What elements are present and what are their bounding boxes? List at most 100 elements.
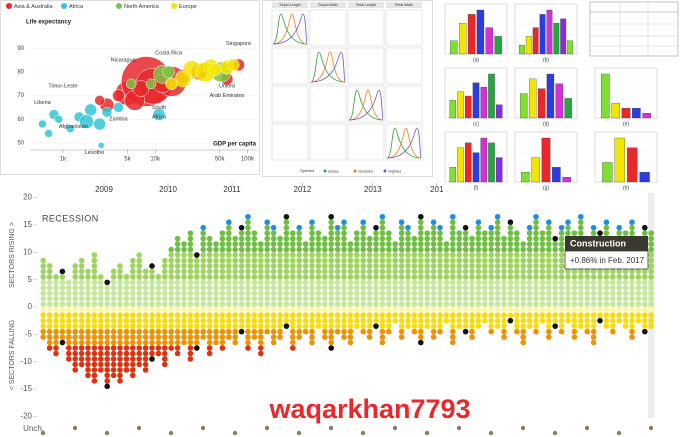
dot — [200, 279, 206, 286]
dot — [533, 241, 539, 247]
dot — [424, 235, 431, 242]
bar — [518, 45, 525, 55]
dot — [418, 230, 424, 236]
dot — [181, 279, 187, 286]
dot — [322, 274, 328, 280]
dot — [450, 328, 456, 335]
dot — [526, 257, 533, 264]
dot — [590, 312, 597, 319]
dot — [206, 241, 213, 247]
dot — [264, 257, 271, 264]
dot — [283, 317, 290, 324]
dot — [168, 334, 174, 340]
dot — [162, 345, 168, 351]
dot — [104, 378, 110, 384]
dot — [219, 345, 226, 351]
dot — [194, 263, 200, 269]
bubble — [145, 78, 157, 90]
cell — [385, 47, 423, 85]
dot — [514, 252, 520, 258]
dot — [360, 285, 367, 291]
dot — [315, 295, 322, 302]
dot — [149, 328, 155, 335]
dot — [450, 334, 456, 340]
dot — [552, 301, 558, 308]
legend-label: setosa — [328, 169, 339, 173]
dot-column — [226, 306, 232, 340]
x-tick-label: 201 — [430, 185, 444, 194]
dot — [379, 224, 386, 231]
dot — [584, 268, 590, 275]
strip — [310, 2, 346, 8]
dot — [162, 290, 168, 297]
dot — [482, 285, 488, 291]
dot — [469, 295, 475, 302]
dot — [552, 252, 558, 258]
dot — [501, 241, 507, 247]
dot — [386, 263, 392, 269]
dot-column — [616, 306, 622, 324]
dot — [520, 279, 526, 286]
dot — [40, 306, 46, 313]
dot — [373, 235, 379, 242]
dot — [110, 317, 117, 324]
dot — [309, 263, 315, 269]
y-tick-label: -10 — [20, 357, 32, 366]
bar — [480, 87, 487, 119]
dot — [296, 257, 303, 264]
dot — [565, 219, 571, 226]
dot — [219, 246, 226, 253]
dot — [590, 268, 597, 275]
dot — [232, 268, 238, 275]
dot-column — [488, 306, 495, 335]
dot — [149, 306, 155, 313]
dot — [418, 257, 424, 264]
dot — [418, 219, 424, 226]
dot — [386, 246, 392, 253]
dot — [78, 290, 85, 297]
dot — [162, 328, 168, 335]
dot — [149, 334, 155, 340]
dot — [302, 241, 309, 247]
dot — [430, 312, 437, 319]
dot-column — [162, 257, 168, 308]
dot — [136, 350, 142, 357]
dot — [533, 224, 539, 231]
dot — [117, 295, 123, 302]
dot — [219, 317, 226, 324]
dot — [66, 323, 72, 329]
dot — [315, 252, 322, 258]
bar — [467, 14, 476, 55]
dot — [258, 241, 264, 247]
dot — [85, 274, 91, 280]
dot — [232, 235, 238, 242]
dot — [142, 350, 149, 357]
dot-column — [430, 306, 437, 340]
dot — [590, 334, 597, 340]
bubble — [226, 58, 240, 72]
dot — [53, 306, 59, 313]
dot — [194, 301, 200, 308]
dot — [603, 230, 610, 236]
unchanged-dot — [424, 430, 430, 436]
dot — [322, 268, 328, 275]
dot — [206, 268, 213, 275]
dot — [245, 279, 251, 286]
dot — [648, 279, 654, 286]
dot — [309, 235, 315, 242]
dot — [430, 235, 437, 242]
dot — [526, 235, 533, 242]
dot — [597, 268, 603, 275]
bubble — [54, 115, 63, 124]
dot — [501, 268, 507, 275]
dot — [85, 312, 91, 319]
dot — [405, 230, 411, 236]
dot — [290, 230, 296, 236]
dot — [565, 301, 571, 308]
dot — [78, 301, 85, 308]
dot — [475, 263, 482, 269]
dot — [110, 372, 117, 379]
dot — [610, 290, 616, 297]
dot — [72, 301, 78, 308]
dot — [187, 356, 194, 362]
